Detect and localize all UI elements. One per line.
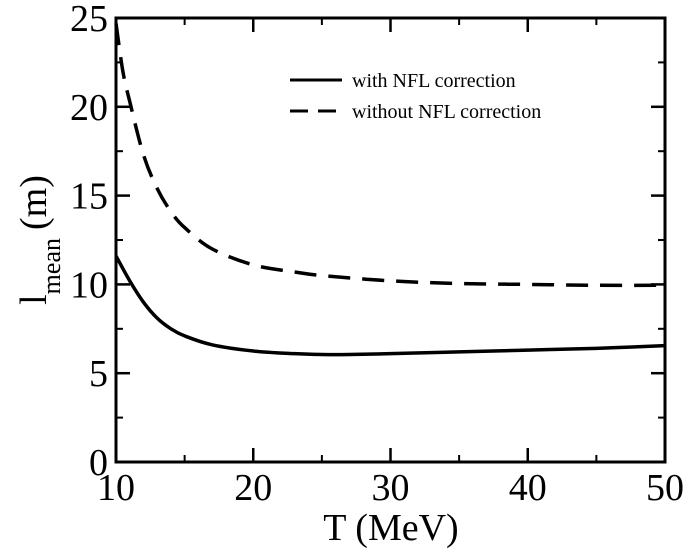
x-tick-label: 10 <box>97 467 135 509</box>
x-tick-label: 50 <box>646 467 684 509</box>
y-tick-label: 15 <box>70 176 108 218</box>
series-lines <box>114 23 666 357</box>
svg-text:lmean(m): lmean (m) <box>13 175 66 305</box>
legend: with NFL correction without NFL correcti… <box>290 70 541 123</box>
series-line-with-nfl <box>114 255 666 357</box>
axis-ticks <box>114 16 667 464</box>
y-tick-label: 0 <box>89 442 108 484</box>
y-tick-label: 10 <box>70 264 108 306</box>
x-axis-label: T (MeV) <box>323 507 458 549</box>
legend-label-with-nfl: with NFL correction <box>352 70 516 92</box>
x-tick-labels: 10 20 30 40 50 <box>97 467 684 509</box>
y-axis-label: lmean (m) <box>13 175 66 305</box>
x-tick-label: 20 <box>234 467 272 509</box>
series-line-without-nfl <box>114 23 666 288</box>
y-tick-label: 5 <box>89 353 108 395</box>
y-tick-label: 25 <box>70 0 108 40</box>
y-axis-label-subscript: mean <box>37 238 66 294</box>
legend-label-without-nfl: without NFL correction <box>352 101 541 123</box>
y-axis-label-main: l <box>13 294 55 305</box>
x-tick-label: 30 <box>372 467 410 509</box>
x-tick-label: 40 <box>509 467 547 509</box>
y-axis-label-unit: (m) <box>13 175 55 230</box>
y-tick-labels: 0 5 10 15 20 25 <box>70 0 108 484</box>
y-tick-label: 20 <box>70 87 108 129</box>
